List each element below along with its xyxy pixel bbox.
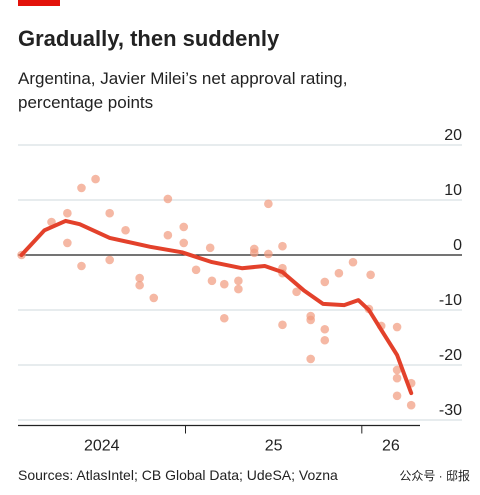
point [264,249,273,259]
point [219,313,229,323]
point [249,248,259,258]
point [278,241,287,251]
point [392,365,402,375]
point [105,208,114,218]
point [105,255,114,265]
chart-title: Gradually, then suddenly [18,26,280,51]
point [179,238,189,248]
y-tick-label: -20 [439,347,462,364]
x-tick-label: 26 [382,438,400,455]
point [135,273,144,283]
point [334,268,344,278]
x-tick-label: 2024 [84,438,120,455]
point [77,261,86,271]
point [278,320,287,330]
point [292,287,301,297]
point [163,230,173,240]
watermark: 公众号 · 邸报 [399,468,470,483]
point [392,391,402,401]
point [264,199,273,209]
y-tick-label: 10 [444,182,462,199]
y-tick-label: -30 [439,402,462,419]
point [306,315,315,325]
point [234,276,243,286]
point [219,279,229,289]
point [121,225,130,235]
source: Sources: AtlasIntel; CB Global Data; Ude… [18,467,338,483]
point [320,324,330,334]
y-tick-label: 20 [444,127,462,144]
point [63,208,72,218]
point [191,265,201,275]
point [91,174,100,184]
point [207,276,217,286]
point [392,373,402,383]
point [392,322,402,332]
point [135,280,144,290]
y-tick-label: -10 [439,292,462,309]
point [205,243,215,253]
brand-bar [18,0,60,6]
point [320,335,330,345]
point [234,284,243,294]
x-tick-label: 25 [265,438,283,455]
point [406,400,416,410]
chart-subtitle: Argentina, Javier Milei’s net approval r… [18,69,347,88]
y-tick-label: 0 [453,237,462,254]
point [306,354,315,364]
point [320,277,330,287]
point [149,293,159,303]
point [179,222,189,232]
point [348,257,358,267]
trend-line [19,218,414,396]
chart-subtitle: percentage points [18,93,153,112]
plot: 20 10 0 -10 -20 -30 2024 25 26 [17,127,462,455]
point [63,238,72,248]
point [163,194,173,204]
point [366,270,375,280]
point [77,183,86,193]
